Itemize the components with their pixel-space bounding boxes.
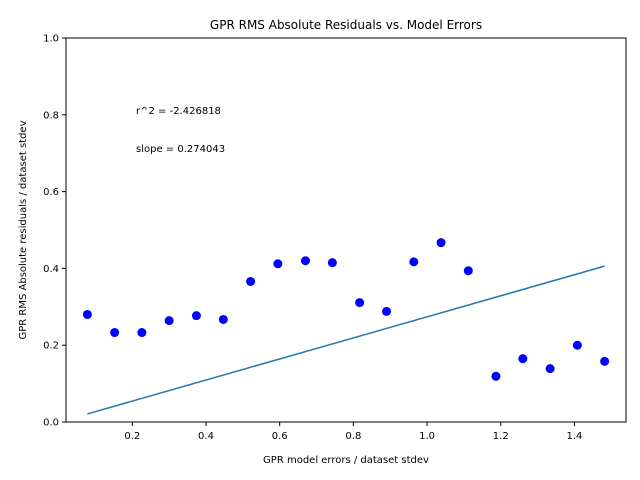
x-axis: 0.2 0.4 0.6 0.8 1.0 1.2 1.4 (124, 422, 582, 442)
axes-frame (65, 37, 627, 423)
fit-line (87, 265, 605, 415)
data-point (545, 364, 555, 374)
y-axis: 0.0 0.2 0.4 0.6 0.8 1.0 (43, 34, 66, 429)
data-point (355, 298, 365, 308)
y-tick-label: 0.8 (43, 110, 59, 121)
data-point (409, 257, 419, 267)
data-point (382, 306, 392, 316)
data-point (300, 256, 310, 266)
data-point (164, 316, 174, 326)
chart-title: GPR RMS Absolute Residuals vs. Model Err… (210, 18, 482, 32)
fit-line-layer (87, 265, 605, 415)
data-point (491, 371, 501, 381)
y-tick-label: 0.4 (43, 264, 59, 275)
annotation-r-squared: r^2 = -2.426818 (136, 106, 221, 117)
y-axis-label: GPR RMS Absolute residuals / dataset std… (18, 120, 29, 339)
x-tick-label: 0.8 (345, 431, 361, 442)
x-tick-label: 1.4 (566, 431, 582, 442)
data-point (246, 276, 256, 286)
x-tick-label: 0.2 (124, 431, 140, 442)
y-tick-label: 0.2 (43, 341, 59, 352)
data-point (436, 238, 446, 248)
data-point (327, 258, 337, 268)
x-tick-label: 1.0 (419, 431, 435, 442)
data-point (191, 311, 201, 321)
x-tick-label: 1.2 (493, 431, 509, 442)
data-point (600, 356, 610, 366)
x-axis-label: GPR model errors / dataset stdev (263, 455, 429, 466)
points-layer (82, 238, 610, 381)
data-point (137, 328, 147, 338)
annotation-slope: slope = 0.274043 (136, 144, 225, 155)
data-point (463, 266, 473, 276)
data-point (518, 354, 528, 364)
y-tick-label: 1.0 (43, 34, 59, 45)
y-tick-label: 0.0 (43, 418, 59, 429)
data-point (273, 259, 283, 269)
y-tick-label: 0.6 (43, 187, 59, 198)
x-tick-label: 0.4 (198, 431, 214, 442)
data-point (572, 340, 582, 350)
data-point (218, 314, 228, 324)
data-point (110, 328, 120, 338)
data-point (82, 309, 92, 319)
x-tick-label: 0.6 (272, 431, 288, 442)
